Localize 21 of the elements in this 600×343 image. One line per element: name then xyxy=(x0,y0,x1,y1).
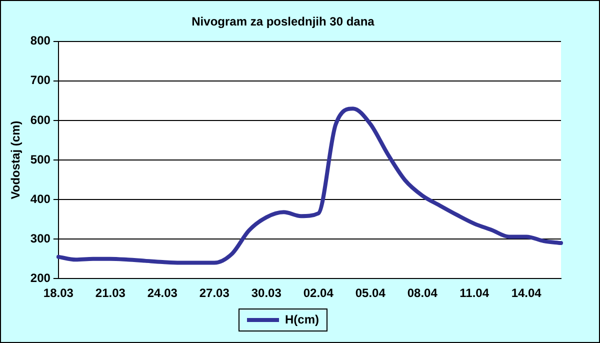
y-tick-label: 700 xyxy=(30,73,51,88)
y-tick-label: 800 xyxy=(30,34,51,48)
x-tick-label: 05.04 xyxy=(355,286,386,300)
line-series xyxy=(56,106,563,265)
y-tick-label: 400 xyxy=(30,192,51,206)
legend-label: H(cm) xyxy=(285,312,320,326)
x-tick-label: 11.04 xyxy=(460,286,490,300)
x-tick-label: 18.03 xyxy=(43,286,74,300)
y-tick-label: 200 xyxy=(30,270,51,285)
x-tick-label: 30.03 xyxy=(251,286,282,300)
y-tick-label: 500 xyxy=(30,152,51,166)
x-tick-label: 27.03 xyxy=(199,286,230,300)
y-tick-label: 300 xyxy=(30,231,51,246)
y-tick-label: 600 xyxy=(30,112,51,127)
x-tick-label: 14.04 xyxy=(511,286,542,300)
y-axis-title: Vodostaj (cm) xyxy=(8,120,23,200)
x-tick-label: 02.04 xyxy=(303,286,334,300)
chart-title: Nivogram za poslednjih 30 dana xyxy=(192,14,375,29)
x-tick-label: 21.03 xyxy=(95,286,126,300)
x-tick-label: 24.03 xyxy=(147,286,178,300)
x-tick-label: 08.04 xyxy=(407,286,438,300)
